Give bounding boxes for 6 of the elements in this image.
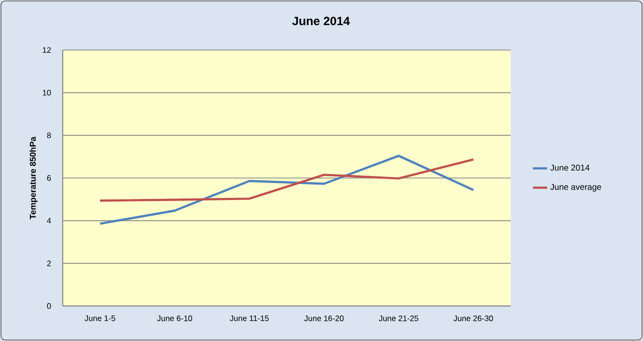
- line-series: [98, 158, 474, 202]
- y-axis-title: Temperature 850hPa: [30, 136, 38, 220]
- chart-title: June 2014: [292, 16, 350, 26]
- legend-label: June 2014: [550, 164, 590, 171]
- line-series: [98, 154, 474, 225]
- legend-label: June average: [550, 184, 602, 192]
